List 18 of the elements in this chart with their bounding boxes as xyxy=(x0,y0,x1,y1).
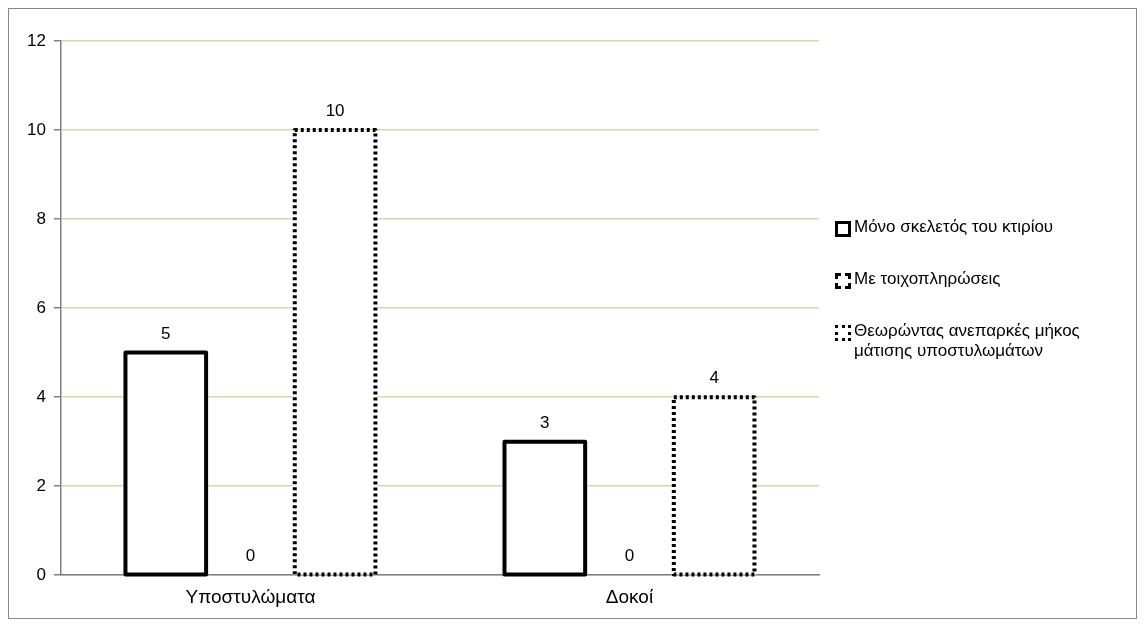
y-tick-label: 0 xyxy=(36,564,46,584)
y-tick-label: 4 xyxy=(36,386,46,406)
y-tick-label: 2 xyxy=(36,475,46,495)
data-label: 4 xyxy=(709,368,719,388)
data-label: 10 xyxy=(325,101,345,121)
y-tick-label: 12 xyxy=(26,30,46,50)
y-tick-label: 6 xyxy=(36,297,46,317)
y-tick-label: 8 xyxy=(36,208,46,228)
x-tick-label: Υποστυλώματα xyxy=(185,585,316,607)
data-label: 5 xyxy=(161,323,171,343)
y-tick-label: 10 xyxy=(26,119,46,139)
data-label: 3 xyxy=(540,412,550,432)
legend-label: Μόνο σκελετός του κτιρίου xyxy=(854,217,1054,237)
data-label: 0 xyxy=(624,546,635,566)
data-label: 0 xyxy=(245,546,256,566)
x-tick-label: Δοκοί xyxy=(605,585,654,607)
legend-label: Με τοιχοπληρώσεις xyxy=(854,269,1001,289)
legend-label: Θεωρώντας ανεπαρκές μήκος μάτισης υποστυλωμάτων xyxy=(854,321,1081,361)
